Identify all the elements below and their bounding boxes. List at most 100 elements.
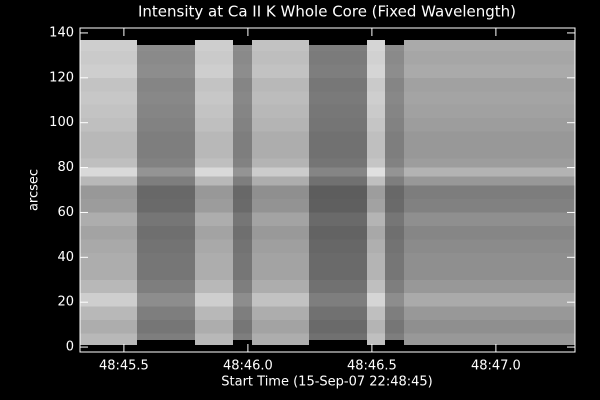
heatmap-cell [404,64,575,78]
heatmap-cell [252,131,309,146]
heatmap-cell [308,145,367,159]
heatmap-cell [195,279,234,294]
heatmap-cell [366,333,386,346]
heatmap-cell [233,64,253,78]
heatmap-cell [137,158,196,168]
heatmap-cell [233,50,253,65]
heatmap-cell [385,212,405,226]
heatmap-cell [195,252,234,267]
heatmap-cell [308,212,367,226]
heatmap-cell [308,104,367,119]
heatmap-cell [308,266,367,280]
heatmap-cell [137,104,196,119]
heatmap-cell [233,198,253,213]
heatmap-cell [385,320,405,334]
heatmap-cell [366,39,386,51]
heatmap-cell [308,176,367,186]
heatmap-cell [366,293,386,307]
heatmap-cell [137,145,196,159]
heatmap-cell [137,279,196,294]
heatmap-cell [80,212,138,226]
heatmap-cell [385,333,405,341]
heatmap-cell [366,225,386,240]
heatmap-cell [233,145,253,159]
heatmap-cell [308,167,367,177]
heatmap-cell [233,158,253,168]
heatmap-cell [252,158,309,168]
heatmap-cell [404,293,575,307]
heatmap-cell [80,176,138,186]
heatmap-cell [233,77,253,92]
heatmap-cell [404,198,575,213]
heatmap-cell [404,279,575,294]
heatmap-cell [385,104,405,119]
heatmap-cell [366,118,386,132]
heatmap-cell [80,91,138,105]
heatmap-cell [80,77,138,92]
heatmap-cell [195,320,234,334]
heatmap-cell [233,320,253,334]
heatmap-cell [385,167,405,177]
heatmap-cell [80,293,138,307]
heatmap-cell [404,131,575,146]
heatmap-cell [195,176,234,186]
heatmap-cell [366,266,386,280]
x-tick-label: 48:47.0 [471,359,521,374]
heatmap-cell [233,279,253,294]
heatmap-cell [195,50,234,65]
heatmap-cell [308,333,367,341]
heatmap-cell [137,293,196,307]
heatmap-cell [252,212,309,226]
heatmap-cell [233,333,253,341]
heatmap-cell [80,279,138,294]
heatmap-cell [233,167,253,177]
heatmap-cell [195,158,234,168]
heatmap-cell [252,306,309,321]
heatmap-cell [252,104,309,119]
heatmap-cell [195,91,234,105]
heatmap-cell [195,77,234,92]
heatmap-cell [385,252,405,267]
heatmap-cell [233,131,253,146]
heatmap-cell [195,266,234,280]
heatmap-cell [137,50,196,65]
heatmap-cell [385,306,405,321]
heatmap-cell [252,50,309,65]
heatmap-cell [252,167,309,177]
heatmap-cell [404,225,575,240]
heatmap-cell [137,212,196,226]
heatmap-cell [385,118,405,132]
heatmap-cell [366,306,386,321]
heatmap-cell [137,225,196,240]
heatmap-cell [195,212,234,226]
heatmap-cell [233,185,253,199]
heatmap-cell [137,176,196,186]
heatmap-cell [137,167,196,177]
heatmap-cell [195,185,234,199]
heatmap-cell [80,306,138,321]
heatmap-cell [366,91,386,105]
heatmap-cell [80,252,138,267]
heatmap-cell [404,77,575,92]
heatmap-cell [385,266,405,280]
heatmap-cell [233,212,253,226]
heatmap-cell [366,279,386,294]
chart-title: Intensity at Ca II K Whole Core (Fixed W… [138,3,516,21]
heatmap-cell [195,64,234,78]
heatmap-cell [252,293,309,307]
heatmap-cell [404,320,575,334]
heatmap-cell [366,198,386,213]
heatmap-cell [404,185,575,199]
heatmap-cell [252,333,309,346]
heatmap-cell [252,266,309,280]
heatmap-cell [195,131,234,146]
heatmap-cell [404,39,575,51]
heatmap-cell [366,167,386,177]
heatmap-cell [80,198,138,213]
y-tick-label: 140 [49,25,74,40]
heatmap-cell [252,145,309,159]
heatmap-cell [404,306,575,321]
y-tick-label: 0 [66,340,74,355]
heatmap-cell [404,91,575,105]
heatmap-cell [233,306,253,321]
